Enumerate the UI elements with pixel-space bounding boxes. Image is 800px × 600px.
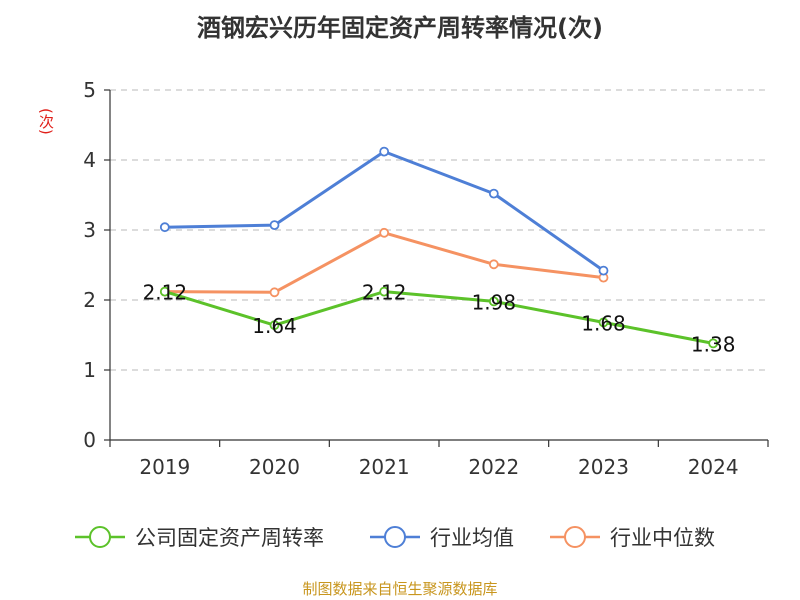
series-line-1 (164, 150, 605, 272)
x-tick-label-2021: 2021 (359, 455, 410, 479)
series-1-point-2021 (379, 146, 390, 157)
data-label-2022: 1.98 (472, 290, 517, 314)
series-2-point-2020 (269, 287, 280, 298)
series-2-point-2022 (488, 259, 499, 270)
series-1-point-2019 (159, 222, 170, 233)
legend-label-1: 行业均值 (430, 526, 514, 550)
x-tick-label-2024: 2024 (688, 455, 739, 479)
y-tick-label: 2 (83, 288, 96, 312)
data-label-2023: 1.68 (581, 311, 626, 335)
series-0-point-2019 (159, 286, 170, 297)
y-tick-label: 5 (83, 78, 96, 102)
data-label-2021: 2.12 (362, 281, 407, 305)
x-tick-label-2019: 2019 (139, 455, 190, 479)
x-tick-label-2020: 2020 (249, 455, 300, 479)
series-0-point-2023 (598, 317, 609, 328)
legend-marker-1 (384, 526, 406, 548)
series-1-point-2022 (488, 188, 499, 199)
y-tick-label: 3 (83, 218, 96, 242)
series-0-point-2024 (708, 338, 719, 349)
legend-label-2: 行业中位数 (610, 526, 715, 550)
legend-marker-2 (564, 526, 586, 548)
series-1-point-2023 (598, 265, 609, 276)
legend-label-0: 公司固定资产周转率 (135, 526, 324, 550)
series-0-point-2022 (488, 296, 499, 307)
series-line-0 (164, 290, 714, 345)
series-1-point-2020 (269, 220, 280, 231)
x-tick-label-2023: 2023 (578, 455, 629, 479)
legend-marker-0 (89, 526, 111, 548)
series-2-point-2021 (379, 227, 390, 238)
data-label-2020: 1.64 (252, 314, 297, 338)
data-label-2024: 1.38 (691, 332, 736, 356)
chart-title: 酒钢宏兴历年固定资产周转率情况(次) (197, 14, 603, 42)
y-tick-label: 1 (83, 358, 96, 382)
y-tick-label: 0 (83, 428, 96, 452)
series-0-point-2021 (379, 286, 390, 297)
x-tick-label-2022: 2022 (468, 455, 519, 479)
data-source-note: 制图数据来自恒生聚源数据库 (302, 580, 498, 598)
y-axis-unit-label: (次) (37, 108, 55, 135)
y-tick-label: 4 (83, 148, 96, 172)
series-0-point-2020 (269, 320, 280, 331)
data-label-2019: 2.12 (143, 281, 188, 305)
